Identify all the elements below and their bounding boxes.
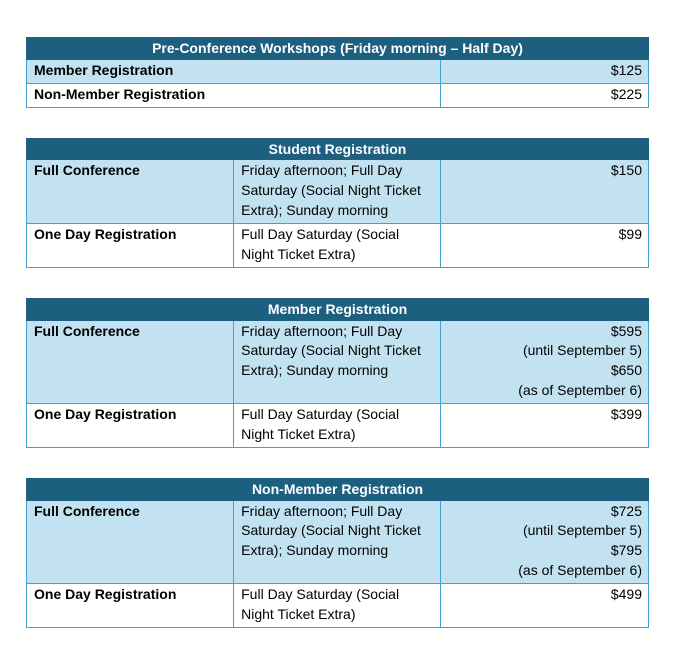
row-price: $225: [440, 82, 649, 108]
row-price: $399: [440, 403, 649, 448]
row-label: Non-Member Registration: [25, 82, 442, 108]
non-member-registration-table: Non-Member Registration Full Conference …: [25, 477, 649, 628]
row-label: Full Conference: [25, 499, 235, 585]
row-description: Friday afternoon; Full Day Saturday (Soc…: [233, 499, 442, 585]
price-line: (until September 5): [522, 342, 642, 359]
row-label: One Day Registration: [25, 583, 235, 628]
row-price: $725 (until September 5) $795 (as of Sep…: [440, 499, 649, 585]
table-row: One Day Registration Full Day Saturday (…: [25, 403, 649, 448]
price-line: $725: [610, 502, 642, 519]
row-label: One Day Registration: [25, 403, 235, 448]
price-line: (until September 5): [522, 522, 642, 539]
price-line: (as of September 6): [518, 562, 642, 579]
row-description: Full Day Saturday (Social Night Ticket E…: [233, 403, 442, 448]
table-row: One Day Registration Full Day Saturday (…: [25, 222, 649, 268]
price-line: $650: [610, 362, 642, 379]
table-row: Member Registration $125: [25, 58, 649, 84]
price-line: $795: [610, 542, 642, 559]
table-title: Non-Member Registration: [26, 477, 649, 501]
pre-conference-workshops-table: Pre-Conference Workshops (Friday morning…: [25, 37, 649, 108]
table-row: One Day Registration Full Day Saturday (…: [25, 583, 649, 628]
row-price: $595 (until September 5) $650 (as of Sep…: [440, 319, 649, 405]
row-price: $125: [440, 58, 649, 84]
member-registration-table: Member Registration Full Conference Frid…: [25, 297, 649, 448]
row-description: Friday afternoon; Full Day Saturday (Soc…: [233, 319, 442, 405]
table-header-row: Non-Member Registration: [26, 477, 649, 501]
table-row: Full Conference Friday afternoon; Full D…: [25, 499, 649, 585]
row-label: Full Conference: [25, 159, 235, 224]
row-price: $99: [440, 222, 649, 268]
table-row: Non-Member Registration $225: [25, 82, 649, 108]
registration-pricing-page: Pre-Conference Workshops (Friday morning…: [25, 37, 649, 658]
table-title: Pre-Conference Workshops (Friday morning…: [26, 37, 649, 60]
table-header-row: Pre-Conference Workshops (Friday morning…: [26, 37, 649, 60]
table-title: Student Registration: [26, 137, 649, 161]
row-label: Full Conference: [25, 319, 235, 405]
table-header-row: Student Registration: [26, 137, 649, 161]
row-label: Member Registration: [25, 58, 442, 84]
table-row: Full Conference Friday afternoon; Full D…: [25, 159, 649, 224]
row-description: Full Day Saturday (Social Night Ticket E…: [233, 222, 442, 268]
row-label: One Day Registration: [25, 222, 235, 268]
price-line: (as of September 6): [518, 382, 642, 399]
row-price: $150: [440, 159, 649, 224]
row-price: $499: [440, 583, 649, 628]
student-registration-table: Student Registration Full Conference Fri…: [25, 137, 649, 268]
table-row: Full Conference Friday afternoon; Full D…: [25, 319, 649, 405]
row-description: Friday afternoon; Full Day Saturday (Soc…: [233, 159, 442, 224]
price-line: $595: [610, 322, 642, 339]
table-header-row: Member Registration: [26, 297, 649, 321]
row-description: Full Day Saturday (Social Night Ticket E…: [233, 583, 442, 628]
table-title: Member Registration: [26, 297, 649, 321]
